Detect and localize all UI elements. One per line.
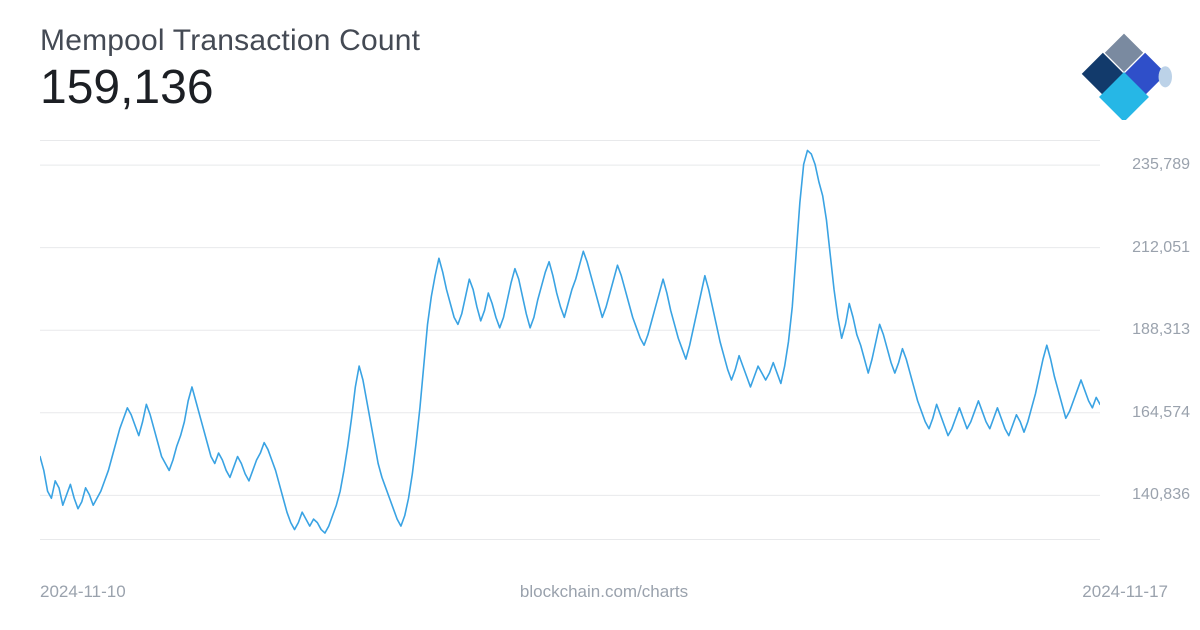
footer: 2024-11-10 blockchain.com/charts 2024-11… bbox=[40, 582, 1168, 602]
y-axis-ticks: 235,789 212,051 188,313 164,574 140,836 bbox=[1110, 140, 1200, 540]
chart-value: 159,136 bbox=[40, 60, 420, 115]
title-block: Mempool Transaction Count 159,136 bbox=[40, 24, 420, 115]
y-tick-label: 235,789 bbox=[1132, 156, 1190, 174]
blockchain-logo-icon bbox=[1076, 24, 1172, 120]
y-tick-label: 188,313 bbox=[1132, 321, 1190, 339]
chart-title: Mempool Transaction Count bbox=[40, 24, 420, 58]
chart-area bbox=[40, 140, 1100, 540]
y-tick-label: 140,836 bbox=[1132, 486, 1190, 504]
line-chart bbox=[40, 140, 1100, 540]
source-label: blockchain.com/charts bbox=[520, 582, 688, 602]
x-start-label: 2024-11-10 bbox=[40, 582, 126, 602]
x-end-label: 2024-11-17 bbox=[1082, 582, 1168, 602]
header: Mempool Transaction Count 159,136 bbox=[40, 24, 1172, 120]
chart-card: Mempool Transaction Count 159,136 bbox=[0, 0, 1200, 630]
y-tick-label: 212,051 bbox=[1132, 239, 1190, 257]
y-tick-label: 164,574 bbox=[1132, 404, 1190, 422]
